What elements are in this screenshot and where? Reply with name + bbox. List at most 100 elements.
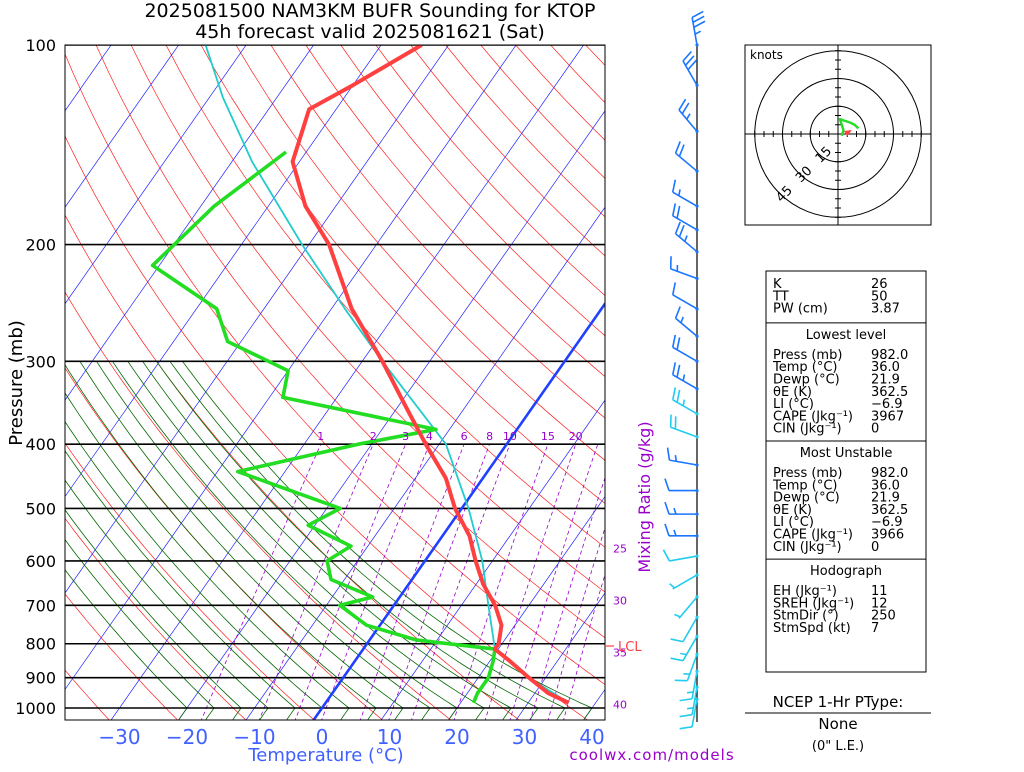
wind-barb — [675, 653, 699, 681]
wind-barb — [671, 415, 699, 439]
mixing-ratio-label: 2 — [370, 430, 377, 443]
mixing-ratio-axis-label: Mixing Ratio (g/kg) — [635, 421, 654, 572]
pressure-tick-label: 200 — [25, 236, 56, 255]
title-line2: 45h forecast valid 2025081621 (Sat) — [195, 21, 545, 43]
wind-barb — [665, 502, 699, 516]
wind-barb-column — [663, 11, 705, 728]
title-line1: 2025081500 NAM3KM BUFR Sounding for KTOP — [144, 0, 595, 22]
wind-barb — [679, 99, 699, 133]
wind-barb — [676, 307, 699, 338]
dry-adiabat-line — [96, 45, 727, 722]
ptype-note: (0" L.E.) — [812, 739, 864, 754]
wind-barb — [680, 686, 699, 717]
wind-barb — [676, 141, 699, 172]
mixing-ratio-label: 4 — [426, 430, 433, 443]
wind-barb — [665, 524, 699, 538]
isotherm-line — [0, 30, 324, 735]
wind-barb — [663, 550, 698, 561]
temperature-tick-label: −20 — [166, 725, 208, 749]
wind-barb — [670, 573, 699, 589]
pressure-tick-label: 500 — [25, 499, 56, 518]
temperature-tick-label: 20 — [444, 725, 469, 749]
mixing-ratio-label: 6 — [461, 430, 468, 443]
wind-barb — [668, 448, 699, 467]
ptype-value: None — [818, 715, 857, 733]
pressure-tick-label: 300 — [25, 352, 56, 371]
site-credit: coolwx.com/models — [569, 746, 734, 764]
wind-barb — [673, 362, 699, 390]
hodograph-units-label: knots — [750, 48, 783, 62]
wind-barb — [692, 11, 705, 46]
mixing-ratio-label: 15 — [541, 430, 555, 443]
indices-section-title: Hodograph — [810, 564, 882, 579]
moist-adiabat-line — [97, 361, 431, 722]
wind-barb — [673, 180, 699, 208]
dry-adiabat-line — [411, 45, 1024, 722]
indices-section-title: Lowest level — [806, 328, 887, 343]
wind-barb — [676, 222, 699, 253]
dry-adiabat-line — [446, 45, 1024, 722]
moist-adiabat-line — [63, 361, 376, 722]
mixing-ratio-label: 40 — [613, 698, 627, 711]
mixing-ratio-line — [548, 444, 632, 722]
mixing-ratio-label: 1 — [317, 430, 324, 443]
index-value: 3.87 — [871, 302, 900, 317]
y-axis-label: Pressure (mb) — [6, 320, 27, 446]
wind-barb — [673, 335, 699, 363]
wind-barb — [673, 387, 699, 415]
x-axis-label: Temperature (°C) — [247, 745, 403, 766]
lcl-label: LCL — [618, 640, 642, 655]
wind-barb — [673, 203, 699, 231]
isotherm-line — [33, 30, 527, 735]
pressure-tick-label: 700 — [25, 596, 56, 615]
ptype-panel: NCEP 1-Hr PType: None (0" L.E.) — [745, 693, 931, 754]
index-label: CIN (Jkg⁻¹) — [773, 422, 842, 437]
lcl-marker: LCL — [606, 640, 642, 655]
index-value: 0 — [871, 422, 879, 437]
mixing-ratio-line — [201, 444, 321, 722]
dry-adiabat-line — [0, 45, 522, 722]
index-label: PW (cm) — [773, 302, 828, 317]
index-value: 7 — [871, 621, 879, 636]
moist-adiabats — [0, 361, 592, 722]
wind-barb — [673, 282, 699, 310]
mixing-ratio-label: 3 — [402, 430, 409, 443]
mixing-ratio-label: 8 — [486, 430, 493, 443]
wind-barb — [671, 616, 699, 642]
pressure-tick-label: 400 — [25, 435, 56, 454]
wind-barb — [683, 52, 699, 87]
mixing-ratio-line — [294, 444, 405, 722]
dry-adiabat-line — [970, 45, 1024, 722]
mixing-ratio-line — [563, 444, 645, 722]
mixing-ratio-label: 25 — [613, 542, 627, 555]
pressure-tick-label: 900 — [25, 669, 56, 688]
isotherm-line — [0, 30, 459, 735]
mixing-ratio-label: 30 — [613, 594, 627, 607]
wind-barb — [674, 595, 698, 618]
index-value: 0 — [871, 540, 879, 555]
temperature-line — [293, 45, 569, 703]
pressure-tick-label: 800 — [25, 635, 56, 654]
moist-adiabat-line — [128, 361, 484, 722]
wind-barb — [671, 256, 699, 280]
index-label: CIN (Jkg⁻¹) — [773, 540, 842, 555]
indices-section-title: Most Unstable — [800, 446, 893, 461]
dry-adiabat-line — [1005, 45, 1024, 722]
wind-barb — [665, 479, 699, 493]
pressure-tick-label: 1000 — [15, 699, 56, 718]
dry-adiabat-line — [0, 45, 385, 722]
ptype-title: NCEP 1-Hr PType: — [773, 693, 904, 711]
isotherm-line — [168, 30, 662, 735]
mixing-ratio-label: 10 — [503, 430, 517, 443]
wind-barbs — [663, 11, 705, 728]
pressure-tick-label: 100 — [25, 36, 56, 55]
mixing-ratio-label: 20 — [569, 430, 583, 443]
isotherm-line — [235, 30, 729, 735]
isotherm-line — [100, 30, 594, 735]
moist-adiabat-line — [113, 361, 458, 722]
